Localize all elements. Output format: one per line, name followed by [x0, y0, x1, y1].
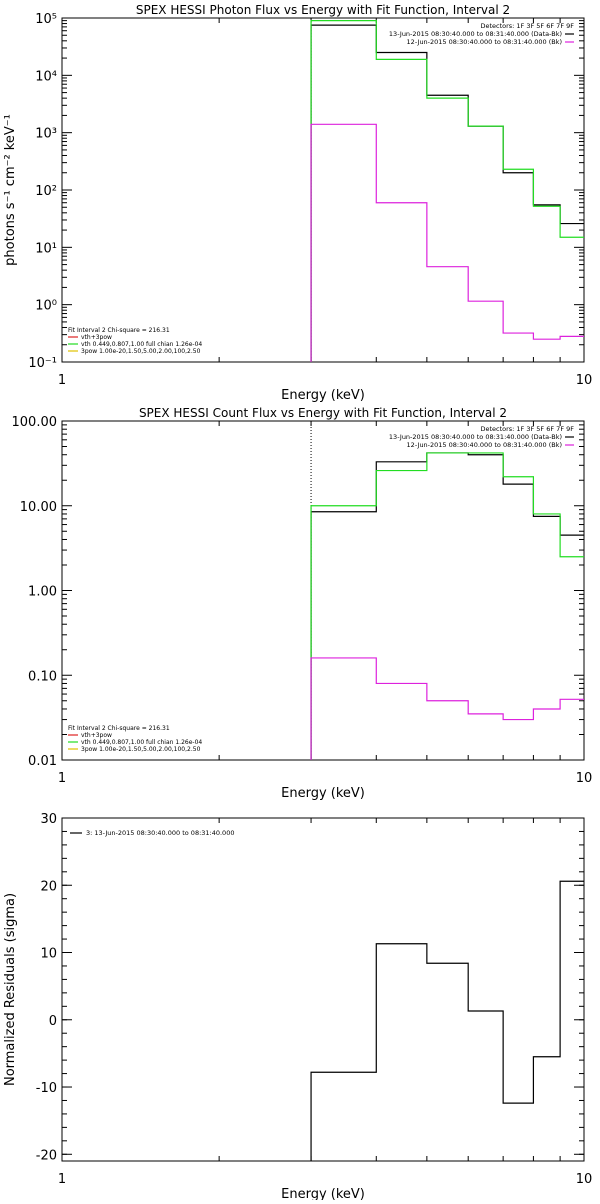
x-tick-label: 10 [576, 373, 593, 388]
legend-detectors: Detectors: 1F 3F 5F 6F 7F 9F [480, 425, 574, 433]
y-tick-label: 10 [40, 947, 57, 962]
y-tick-label: 100.00 [12, 415, 58, 430]
chart-title: SPEX HESSI Photon Flux vs Energy with Fi… [136, 3, 510, 17]
y-tick-label: -20 [36, 1148, 57, 1163]
y-axis-label: photons s⁻¹ cm⁻² keV⁻¹ [3, 114, 18, 266]
y-axis-label: Normalized Residuals (sigma) [3, 893, 18, 1086]
y-tick-label: 0 [49, 1014, 57, 1029]
chart-title: SPEX HESSI Count Flux vs Energy with Fit… [139, 406, 507, 420]
legend-fit-entry: vth 0.449,0.807,1.00 full chian 1.26e-04 [81, 341, 202, 348]
legend-fit-entry: vth+3pow [81, 334, 112, 341]
series-line-residuals [310, 880, 584, 1161]
chart-panel-1: SPEX HESSI Photon Flux vs Energy with Fi… [3, 3, 592, 403]
y-tick-label: 10⁵ [35, 12, 57, 27]
legend-detectors: Detectors: 1F 3F 5F 6F 7F 9F [480, 22, 574, 30]
plot-frame [61, 420, 585, 761]
legend-fit-entry: 3pow 1.00e-20,1.50,5.00,2.00,100,2.50 [81, 746, 201, 753]
y-tick-label: 10.00 [20, 500, 57, 515]
series-line-data-bk [310, 24, 584, 362]
y-tick-label: 10⁻¹ [28, 356, 57, 371]
y-tick-label: 10² [35, 184, 57, 199]
chart-panel-3: 1 10 Energy (keV) -20 -10 0 10 20 30 Normalized R… [3, 812, 593, 1202]
x-axis-label: Energy (keV) [281, 786, 365, 801]
legend-fit-entry: Fit Interval 2 Chi-square = 216.31 [68, 725, 170, 732]
x-tick-label: 1 [58, 1172, 66, 1187]
series-line-bk [310, 123, 584, 362]
legend-residual-label: 3: 13-Jun-2015 08:30:40.000 to 08:31:40.… [86, 829, 234, 837]
series-line-data-bk [310, 452, 584, 760]
legend-entry-label: 13-Jun-2015 08:30:40.000 to 08:31:40.000… [389, 30, 562, 38]
y-tick-label: 0.01 [28, 754, 57, 769]
y-tick-label: -10 [36, 1081, 57, 1096]
chart-panel-2: SPEX HESSI Count Flux vs Energy with Fit… [12, 406, 593, 801]
y-tick-label: 10¹ [35, 241, 57, 256]
legend-entry-label: 13-Jun-2015 08:30:40.000 to 08:31:40.000… [389, 433, 562, 441]
legend-fit-entry: vth+3pow [81, 732, 112, 739]
y-tick-label: 10⁰ [35, 299, 57, 314]
series-line-vth-3pow [310, 452, 584, 760]
plot-frame [61, 817, 585, 1162]
x-axis-label: Energy (keV) [281, 1187, 365, 1200]
legend-entry-label: 12-Jun-2015 08:30:40.000 to 08:31:40.000… [407, 38, 562, 46]
x-tick-label: 1 [58, 373, 66, 388]
legend-entry-label: 12-Jun-2015 08:30:40.000 to 08:31:40.000… [407, 441, 562, 449]
y-tick-label: 10⁴ [35, 69, 57, 84]
y-tick-label: 30 [40, 812, 57, 827]
series-line-vth-3pow [310, 20, 584, 362]
legend-fit-entry: vth 0.449,0.807,1.00 full chian 1.26e-04 [81, 739, 202, 746]
plot-frame [61, 17, 585, 363]
y-tick-label: 1.00 [28, 585, 57, 600]
legend-fit-entry: 3pow 1.00e-20,1.50,5.00,2.00,100,2.50 [81, 348, 201, 355]
legend-fit-entry: Fit Interval 2 Chi-square = 216.31 [68, 327, 170, 334]
y-tick-label: 20 [40, 879, 57, 894]
x-tick-label: 10 [576, 1172, 593, 1187]
y-tick-label: 0.10 [28, 669, 57, 684]
x-tick-label: 1 [58, 771, 66, 786]
x-axis-label: Energy (keV) [281, 388, 365, 403]
y-tick-label: 10³ [35, 127, 57, 142]
series-line-bk [310, 657, 584, 760]
x-tick-label: 10 [576, 771, 593, 786]
